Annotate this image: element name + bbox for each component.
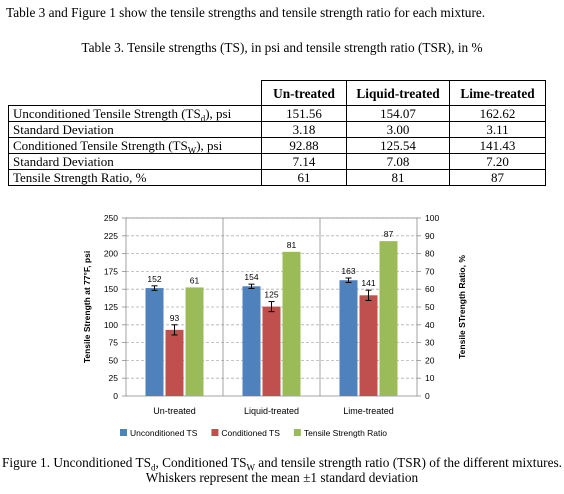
- left-axis-tick-label: 175: [104, 266, 118, 276]
- left-axis-tick-label: 125: [104, 302, 118, 312]
- right-axis-tick-label: 70: [425, 266, 435, 276]
- row-label: Conditioned Tensile Strength (TSW), psi: [8, 137, 262, 155]
- table-header-cell: Un-treated: [261, 80, 347, 106]
- category-label: Liquid-treated: [244, 406, 299, 416]
- table-cell: 81: [346, 169, 450, 186]
- table-header-cell: Liquid-treated: [346, 80, 450, 106]
- bar: [262, 306, 281, 396]
- table-row: Standard Deviation 7.14 7.08 7.20: [8, 153, 546, 170]
- legend-swatch: [293, 429, 301, 436]
- left-axis-tick-label: 225: [104, 231, 118, 241]
- right-axis-tick-label: 30: [425, 338, 435, 348]
- bar: [339, 280, 358, 396]
- row-label: Standard Deviation: [8, 121, 262, 138]
- left-axis-title: Tensile Strength at 77°F, psi: [82, 251, 92, 363]
- category-label: Un-treated: [153, 406, 196, 416]
- table-cell: 7.08: [346, 153, 450, 170]
- table-row: Tensile Strength Ratio, % 61 81 87: [8, 169, 546, 186]
- data-label: 93: [170, 313, 180, 323]
- left-axis-tick-label: 250: [104, 213, 118, 223]
- table-row: Unconditioned Tensile Strength (TSd), ps…: [8, 105, 546, 123]
- legend-entry: Unconditioned TS: [130, 428, 198, 438]
- right-axis-tick-label: 100: [425, 213, 439, 223]
- data-label: 141: [361, 278, 375, 288]
- table-row: Conditioned Tensile Strength (TSW), psi …: [8, 137, 546, 155]
- right-axis-tick-label: 40: [425, 320, 435, 330]
- chart-svg: 0 25 50 75 100 125 150 175 200 225 250 0 10 20 30 40 50 6…: [82, 213, 467, 438]
- right-axis-tick-label: 10: [425, 373, 435, 383]
- left-axis-tick-label: 0: [113, 391, 118, 401]
- table-header-row: Un-treated Liquid-treated Lime-treated: [8, 80, 546, 106]
- table-cell: 7.20: [449, 153, 546, 170]
- bar: [242, 286, 261, 396]
- table-cell: 87: [449, 169, 546, 186]
- row-label: Tensile Strength Ratio, %: [8, 169, 262, 186]
- data-label: 87: [384, 229, 394, 239]
- tensile-strength-chart: 0 25 50 75 100 125 150 175 200 225 250 0 10 20 30 40 50 6…: [80, 208, 480, 450]
- data-label: 125: [264, 290, 278, 300]
- tensile-strength-table: Un-treated Liquid-treated Lime-treated U…: [8, 80, 546, 186]
- right-axis-tick-label: 60: [425, 284, 435, 294]
- data-label: 81: [287, 240, 297, 250]
- table-cell: 151.56: [261, 105, 347, 122]
- table-cell: 3.00: [346, 121, 450, 138]
- table-caption: Table 3. Tensile strengths (TS), in psi …: [81, 40, 483, 55]
- table-cell: 7.14: [261, 153, 347, 170]
- bar: [165, 329, 184, 396]
- right-axis-tick-label: 50: [425, 302, 435, 312]
- data-label: 152: [147, 274, 161, 284]
- category-label: Lime-treated: [343, 406, 394, 416]
- left-axis-tick-label: 200: [104, 249, 118, 259]
- table-cell: 125.54: [346, 137, 450, 154]
- table-row: Standard Deviation 3.18 3.00 3.11: [8, 121, 546, 138]
- table-header-blank: [8, 80, 262, 106]
- right-axis-tick-label: 20: [425, 355, 435, 365]
- table-cell: 141.43: [449, 137, 546, 154]
- row-label: Unconditioned Tensile Strength (TSd), ps…: [8, 105, 262, 123]
- table-cell: 3.11: [449, 121, 546, 138]
- row-label: Standard Deviation: [8, 153, 262, 170]
- right-axis-tick-label: 80: [425, 249, 435, 259]
- table-cell: 162.62: [449, 105, 546, 122]
- table-cell: 3.18: [261, 121, 347, 138]
- table-cell: 92.88: [261, 137, 347, 154]
- table-header-cell: Lime-treated: [449, 80, 546, 106]
- data-label: 61: [190, 275, 200, 285]
- left-axis-tick-label: 75: [109, 338, 119, 348]
- legend-entry: Conditioned TS: [221, 428, 280, 438]
- bar: [282, 251, 301, 396]
- left-axis-tick-label: 25: [109, 373, 119, 383]
- left-axis-tick-label: 150: [104, 284, 118, 294]
- legend-swatch: [211, 429, 219, 436]
- table-cell: 154.07: [346, 105, 450, 122]
- bar: [359, 295, 378, 396]
- bar: [145, 288, 164, 396]
- left-axis-tick-label: 100: [104, 320, 118, 330]
- right-axis-tick-label: 90: [425, 231, 435, 241]
- table-cell: 61: [261, 169, 347, 186]
- left-axis-tick-label: 50: [109, 355, 119, 365]
- data-label: 154: [244, 272, 258, 282]
- figure-caption: Figure 1. Unconditioned TSd, Conditioned…: [2, 455, 562, 485]
- legend-swatch: [120, 429, 127, 436]
- bar: [379, 241, 398, 396]
- data-label: 163: [341, 266, 355, 276]
- legend-entry: Tensile Strength Ratio: [304, 428, 387, 438]
- right-axis-tick-label: 0: [425, 391, 430, 401]
- right-axis-title: Tensile STrength Ratio, %: [457, 255, 467, 359]
- intro-paragraph: Table 3 and Figure 1 show the tensile st…: [6, 5, 486, 20]
- bar: [185, 287, 204, 396]
